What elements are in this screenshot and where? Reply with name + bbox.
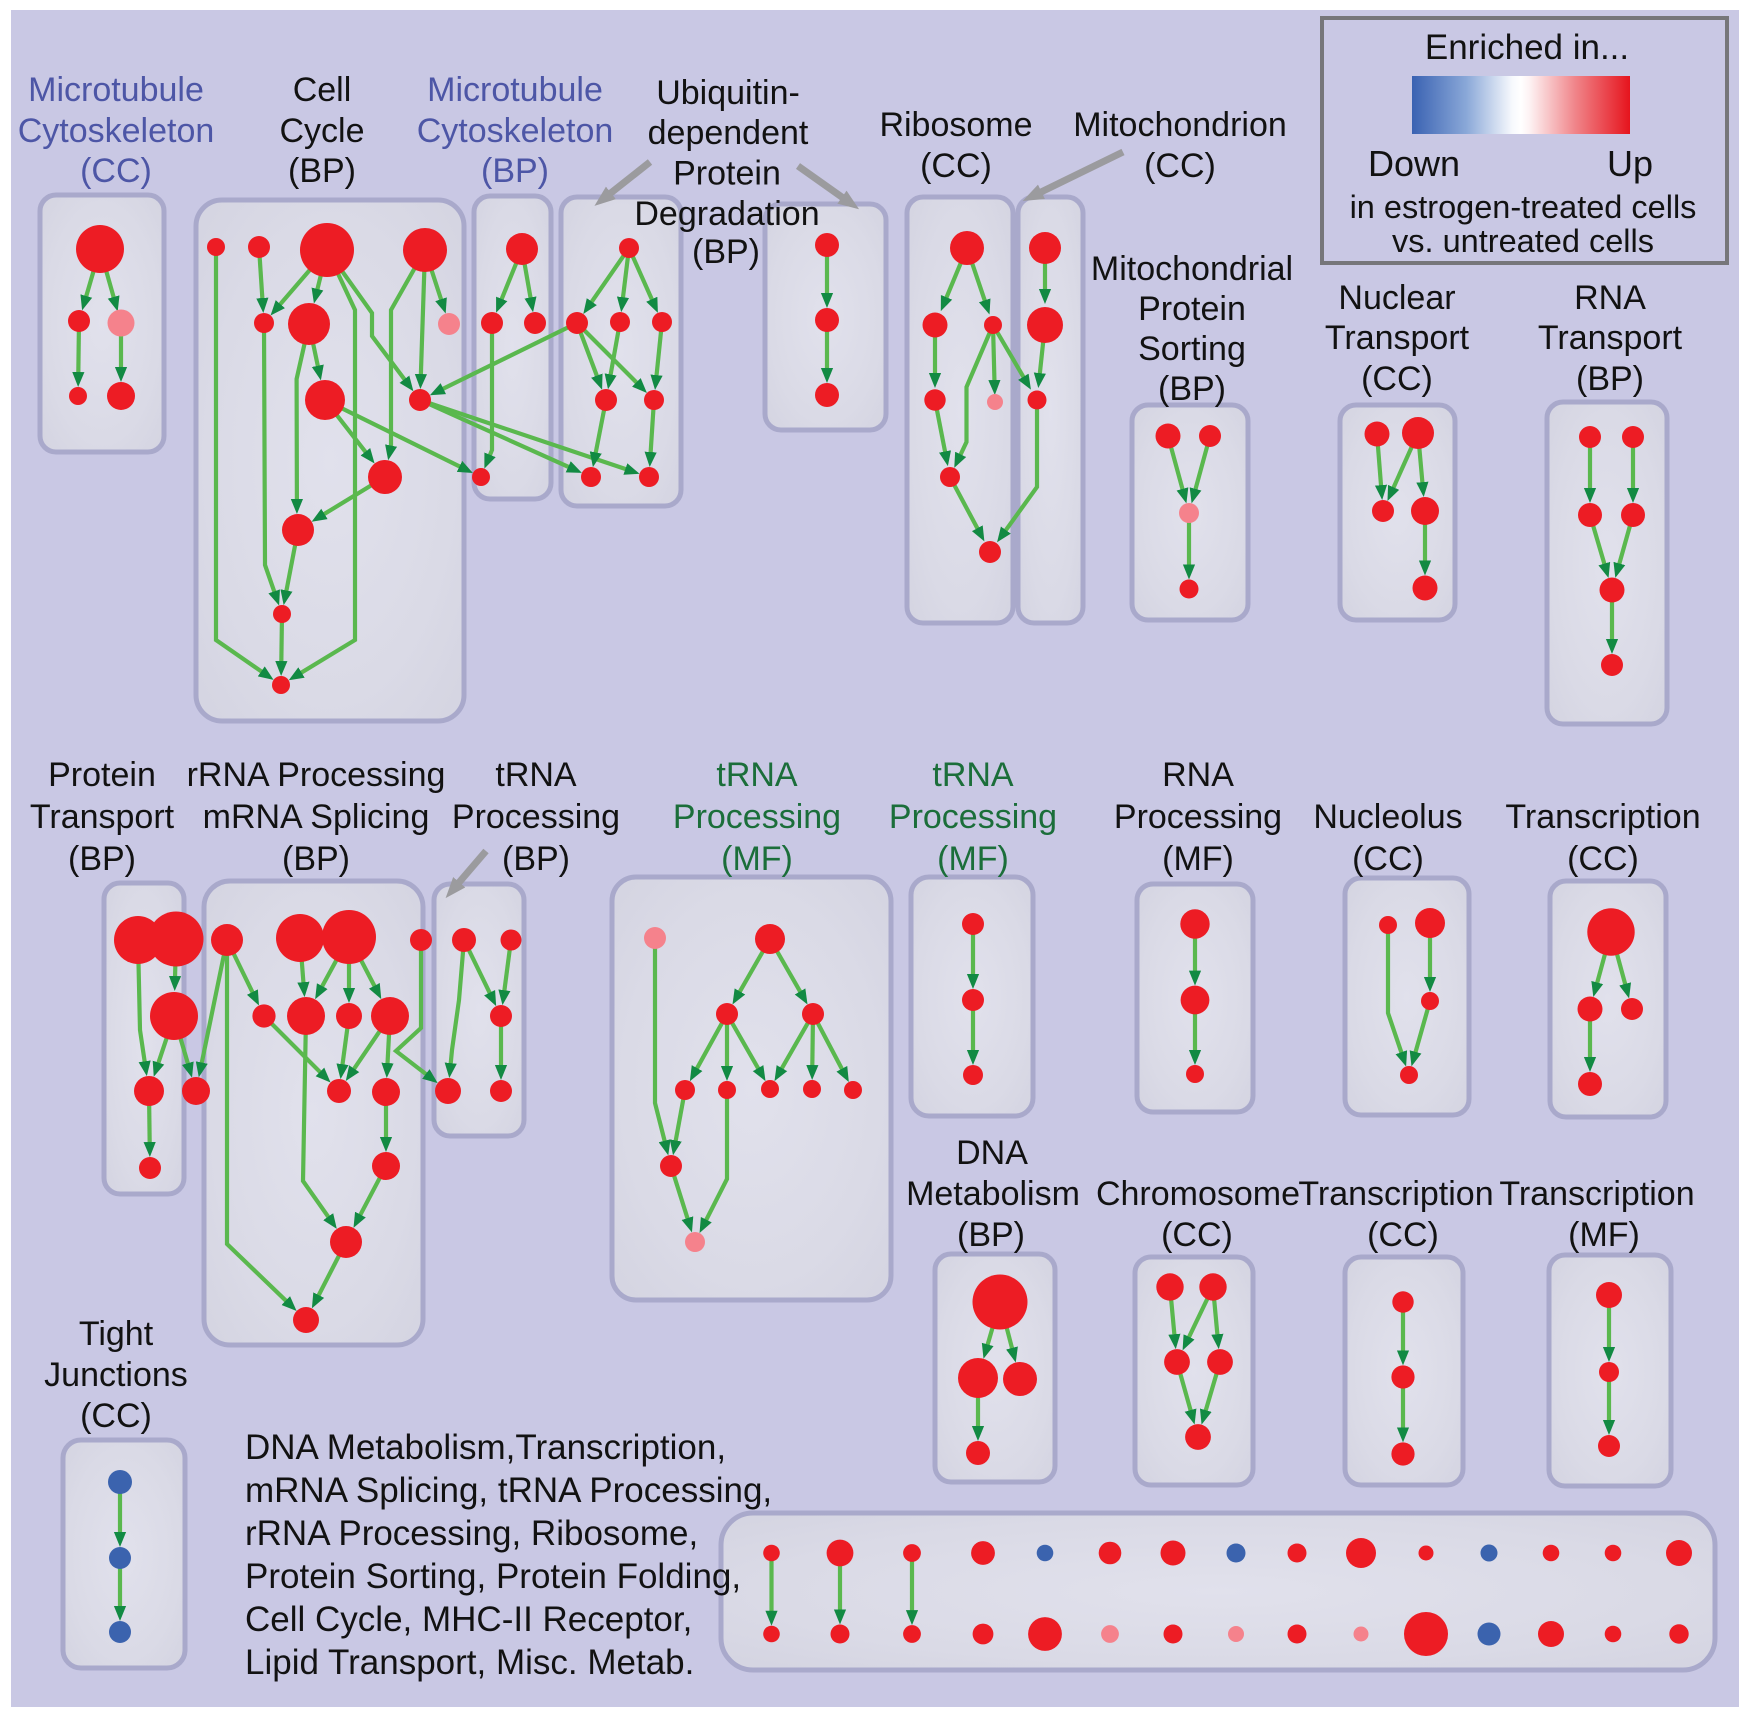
svg-text:(CC): (CC): [1361, 360, 1433, 398]
svg-text:(BP): (BP): [288, 152, 356, 190]
svg-text:Protein Sorting, Protein Foldi: Protein Sorting, Protein Folding,: [245, 1557, 741, 1596]
svg-text:(MF): (MF): [1162, 840, 1234, 878]
svg-text:Mitochondrion: Mitochondrion: [1073, 106, 1287, 144]
svg-text:Cytoskeleton: Cytoskeleton: [417, 112, 614, 150]
svg-text:Transcription: Transcription: [1499, 1175, 1694, 1213]
svg-text:Enriched in...: Enriched in...: [1425, 28, 1629, 67]
svg-text:(CC): (CC): [1567, 840, 1639, 878]
svg-text:Processing: Processing: [889, 798, 1057, 836]
svg-text:Sorting: Sorting: [1138, 330, 1246, 368]
svg-text:(BP): (BP): [1576, 360, 1644, 398]
svg-text:Protein: Protein: [1138, 290, 1246, 328]
svg-text:tRNA: tRNA: [495, 756, 577, 794]
svg-text:Transcription: Transcription: [1505, 798, 1700, 836]
svg-text:Mitochondrial: Mitochondrial: [1091, 250, 1293, 288]
svg-text:mRNA Splicing: mRNA Splicing: [203, 798, 430, 836]
svg-text:Ribosome: Ribosome: [879, 106, 1032, 144]
svg-text:Cycle: Cycle: [279, 112, 364, 150]
svg-text:Tight: Tight: [79, 1315, 154, 1353]
svg-text:Lipid Transport, Misc. Metab.: Lipid Transport, Misc. Metab.: [245, 1643, 694, 1682]
svg-text:dependent: dependent: [648, 114, 809, 152]
svg-text:(BP): (BP): [692, 233, 760, 271]
svg-text:Transcription: Transcription: [1298, 1175, 1493, 1213]
svg-text:Junctions: Junctions: [44, 1356, 188, 1394]
svg-text:Up: Up: [1607, 143, 1653, 184]
svg-text:tRNA: tRNA: [932, 756, 1014, 794]
svg-text:Chromosome: Chromosome: [1096, 1175, 1300, 1213]
svg-text:Protein: Protein: [673, 155, 781, 193]
svg-text:mRNA Splicing, tRNA Processing: mRNA Splicing, tRNA Processing,: [245, 1471, 772, 1510]
svg-text:(CC): (CC): [80, 152, 152, 190]
svg-text:Microtubule: Microtubule: [28, 71, 204, 109]
svg-text:(MF): (MF): [1568, 1216, 1640, 1254]
svg-text:Transport: Transport: [1538, 319, 1683, 357]
svg-text:(CC): (CC): [1161, 1216, 1233, 1254]
svg-text:rRNA Processing: rRNA Processing: [187, 756, 446, 794]
svg-text:(BP): (BP): [502, 840, 570, 878]
svg-text:(MF): (MF): [937, 840, 1009, 878]
svg-text:Down: Down: [1368, 143, 1460, 184]
svg-text:in estrogen-treated cells: in estrogen-treated cells: [1350, 189, 1697, 225]
svg-text:(BP): (BP): [282, 840, 350, 878]
svg-text:RNA: RNA: [1574, 279, 1646, 317]
svg-text:tRNA: tRNA: [716, 756, 798, 794]
svg-text:DNA Metabolism,Transcription,: DNA Metabolism,Transcription,: [245, 1428, 726, 1467]
svg-text:Protein: Protein: [48, 756, 156, 794]
svg-text:Cell: Cell: [293, 71, 352, 109]
svg-text:Metabolism: Metabolism: [906, 1175, 1080, 1213]
svg-text:(CC): (CC): [920, 147, 992, 185]
svg-text:Ubiquitin-: Ubiquitin-: [656, 74, 800, 112]
svg-text:Transport: Transport: [1325, 319, 1470, 357]
svg-text:Nucleolus: Nucleolus: [1313, 798, 1462, 836]
svg-text:(BP): (BP): [68, 840, 136, 878]
svg-text:RNA: RNA: [1162, 756, 1234, 794]
svg-text:(CC): (CC): [1367, 1216, 1439, 1254]
svg-text:Cell Cycle, MHC-II Receptor,: Cell Cycle, MHC-II Receptor,: [245, 1600, 692, 1639]
svg-text:DNA: DNA: [956, 1134, 1028, 1172]
svg-text:Processing: Processing: [1114, 798, 1282, 836]
svg-text:(CC): (CC): [80, 1397, 152, 1435]
svg-text:rRNA Processing, Ribosome,: rRNA Processing, Ribosome,: [245, 1514, 698, 1553]
svg-text:vs. untreated cells: vs. untreated cells: [1392, 223, 1654, 259]
svg-text:Processing: Processing: [452, 798, 620, 836]
svg-text:Degradation: Degradation: [634, 195, 819, 233]
svg-text:(CC): (CC): [1144, 147, 1216, 185]
svg-text:(BP): (BP): [957, 1216, 1025, 1254]
svg-text:Cytoskeleton: Cytoskeleton: [18, 112, 215, 150]
svg-text:Transport: Transport: [30, 798, 175, 836]
svg-text:Processing: Processing: [673, 798, 841, 836]
svg-text:(BP): (BP): [481, 152, 549, 190]
svg-text:Microtubule: Microtubule: [427, 71, 603, 109]
svg-text:(MF): (MF): [721, 840, 793, 878]
svg-text:(CC): (CC): [1352, 840, 1424, 878]
svg-text:Nuclear: Nuclear: [1338, 279, 1455, 317]
svg-text:(BP): (BP): [1158, 370, 1226, 408]
